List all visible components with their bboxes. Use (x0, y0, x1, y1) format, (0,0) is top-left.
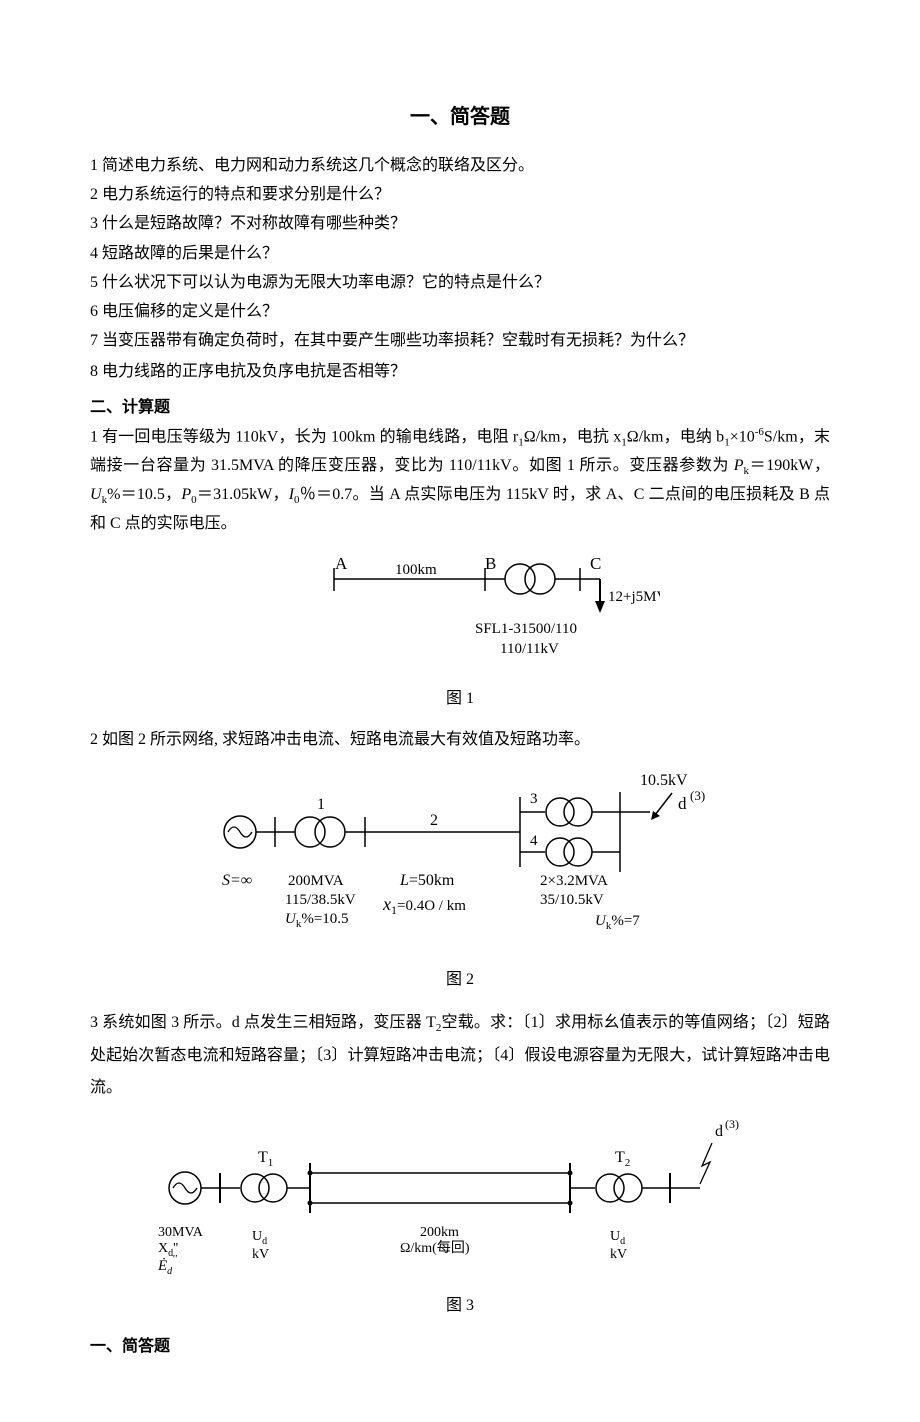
svg-text:C: C (590, 554, 601, 573)
figure-1: A B C 100km 12+j5MVA SFL1-31500/110 110/… (90, 551, 830, 712)
figure-2-label: 图 2 (90, 966, 830, 993)
svg-text:kV: kV (252, 1247, 269, 1262)
figure-3: d (3) T1 T2 30MVA Xd'' Ėd'' (90, 1118, 830, 1319)
calc1-text-h: ＝31.05kW， (197, 486, 289, 503)
question-8: 8 电力线路的正序电抗及负序电抗是否相等？ (90, 358, 830, 385)
question-5: 5 什么状况下可以认为电源为无限大功率电源？它的特点是什么？ (90, 269, 830, 296)
svg-text:d: d (678, 794, 687, 813)
pk: P (734, 457, 744, 474)
calc1-text-a: 1 有一回电压等级为 110kV，长为 100km 的输电线路，电阻 r (90, 428, 518, 445)
svg-text:x1=0.4O / km: x1=0.4O / km (382, 894, 466, 917)
svg-text:T2: T2 (615, 1149, 630, 1169)
sup-1a: -6 (755, 426, 764, 438)
svg-text:Uk%=7: Uk%=7 (595, 913, 640, 932)
svg-text:1: 1 (317, 796, 325, 813)
question-1: 1 简述电力系统、电力网和动力系统这几个概念的联络及区分。 (90, 152, 830, 179)
svg-text:Ω/km(每回): Ω/km(每回) (400, 1240, 470, 1256)
calc-question-1: 1 有一回电压等级为 110kV，长为 100km 的输电线路，电阻 r1Ω/k… (90, 423, 830, 537)
svg-text:kV: kV (610, 1247, 627, 1262)
svg-text:Uk%=10.5: Uk%=10.5 (285, 911, 349, 930)
section-calc-heading: 二、计算题 (90, 394, 830, 421)
svg-text:Ud: Ud (252, 1229, 267, 1247)
question-3: 3 什么是短路故障？不对称故障有哪些种类？ (90, 210, 830, 237)
calc3-text-a: 3 系统如图 3 所示。d 点发生三相短路，变压器 T (90, 1014, 436, 1031)
figure-2-svg: 10.5kV 1 2 3 4 d (3) (200, 767, 720, 962)
question-4: 4 短路故障的后果是什么？ (90, 240, 830, 267)
p0: P (181, 486, 191, 503)
calc1-text-b: Ω/km，电抗 x (524, 428, 621, 445)
svg-text:12+j5MVA: 12+j5MVA (608, 589, 660, 605)
svg-text:200km: 200km (420, 1225, 459, 1240)
svg-text:30MVA: 30MVA (158, 1225, 204, 1240)
svg-text:2: 2 (430, 812, 438, 829)
calc1-text-c: Ω/km，电纳 b (627, 428, 724, 445)
svg-text:100km: 100km (395, 562, 437, 578)
figure-1-label: 图 1 (90, 685, 830, 712)
svg-text:B: B (485, 554, 496, 573)
svg-text:(3): (3) (690, 788, 705, 803)
svg-text:Ud: Ud (610, 1229, 625, 1247)
svg-text:S=∞: S=∞ (222, 872, 252, 889)
figure-2: 10.5kV 1 2 3 4 d (3) (90, 767, 830, 993)
svg-text:L=50km: L=50km (399, 872, 455, 889)
svg-text:4: 4 (530, 833, 538, 849)
calc-question-2: 2 如图 2 所示网络, 求短路冲击电流、短路电流最大有效值及短路功率。 (90, 726, 830, 753)
calc1-text-d: ×10 (730, 428, 755, 445)
svg-text:2×3.2MVA: 2×3.2MVA (540, 873, 608, 889)
svg-text:d: d (715, 1123, 723, 1140)
figure-3-label: 图 3 (90, 1292, 830, 1319)
question-2: 2 电力系统运行的特点和要求分别是什么？ (90, 181, 830, 208)
question-6: 6 电压偏移的定义是什么？ (90, 298, 830, 325)
svg-text:35/10.5kV: 35/10.5kV (540, 892, 604, 908)
svg-text:SFL1-31500/110: SFL1-31500/110 (475, 621, 577, 637)
calc-question-3: 3 系统如图 3 所示。d 点发生三相短路，变压器 T2空载。求：〔1〕求用标幺… (90, 1007, 830, 1103)
uk: U (90, 486, 102, 503)
answer-heading: 一、简答题 (90, 1333, 830, 1360)
calc1-text-g: %＝10.5， (107, 486, 181, 503)
calc1-text-f: ＝190kW， (749, 457, 830, 474)
question-7: 7 当变压器带有确定负荷时，在其中要产生哪些功率损耗？空载时有无损耗？为什么？ (90, 327, 830, 354)
svg-text:10.5kV: 10.5kV (640, 772, 688, 789)
svg-text:3: 3 (530, 791, 538, 807)
svg-text:110/11kV: 110/11kV (500, 641, 559, 657)
figure-3-svg: d (3) T1 T2 30MVA Xd'' Ėd'' (140, 1118, 780, 1288)
figure-1-svg: A B C 100km 12+j5MVA SFL1-31500/110 110/… (260, 551, 660, 681)
main-title: 一、简答题 (90, 100, 830, 134)
svg-text:A: A (335, 554, 348, 573)
svg-text:T1: T1 (258, 1149, 273, 1169)
svg-text:200MVA: 200MVA (288, 873, 344, 889)
svg-text:(3): (3) (725, 1118, 739, 1131)
svg-text:115/38.5kV: 115/38.5kV (285, 892, 356, 908)
